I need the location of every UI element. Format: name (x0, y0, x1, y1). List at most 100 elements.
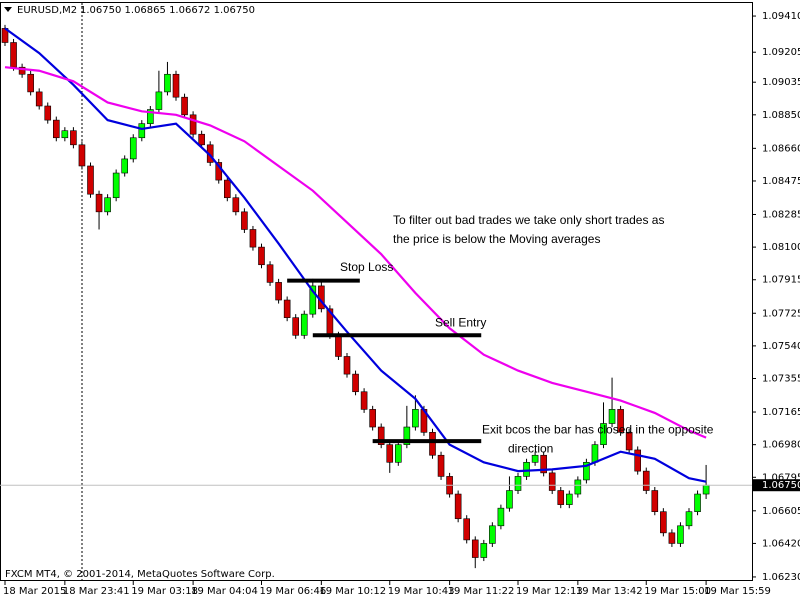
candle-body (480, 543, 488, 558)
y-tick-label: 1.08285 (762, 209, 800, 220)
y-tick-label: 1.06795 (762, 472, 800, 483)
candle-body (18, 66, 26, 75)
current-price-label: 1.06750 (762, 480, 800, 491)
candle-body (600, 423, 607, 445)
candle-body (574, 479, 582, 495)
candle-body (266, 264, 274, 283)
candle-body (147, 109, 154, 124)
x-tick-label: 19 Mar 10:12 (319, 586, 386, 597)
candle-body (95, 193, 103, 213)
candle-body (412, 409, 419, 428)
x-tick-label: 19 Mar 04:04 (191, 586, 258, 597)
x-tick-label: 19 Mar 11:22 (448, 586, 515, 597)
y-tick-label: 1.06230 (762, 572, 800, 583)
candle-body (275, 282, 282, 301)
candle-body (531, 454, 539, 463)
y-tick-label: 1.09410 (762, 11, 800, 22)
candle-body (155, 91, 163, 110)
candle-body (677, 525, 684, 544)
candle-body (189, 114, 197, 135)
candle-body (668, 532, 676, 544)
moving-average (4, 66, 707, 439)
candle-body (377, 426, 385, 445)
candle-body (702, 484, 710, 495)
candle-body (386, 444, 394, 463)
candle-body (583, 461, 590, 481)
y-tick-label: 1.09035 (762, 77, 800, 88)
candle-body (369, 409, 376, 428)
candle-body (343, 356, 351, 375)
ohlc: 1.06750 1.06865 1.06672 1.06750 (80, 5, 255, 16)
candle-body (625, 432, 633, 451)
x-tick-label: 19 Mar 06:46 (260, 586, 327, 597)
symbol: EURUSD,M2 (17, 5, 77, 16)
y-tick-label: 1.08100 (762, 242, 800, 253)
candle-body (292, 317, 300, 336)
candle-body (241, 211, 248, 230)
candle-body (224, 179, 231, 199)
current-price-box (753, 479, 800, 492)
candle-body (497, 507, 505, 527)
candle-body (523, 461, 530, 477)
candle-body (181, 96, 188, 116)
candle-body (249, 229, 257, 248)
candle-body (634, 449, 642, 472)
level-label: Stop Loss (340, 260, 393, 274)
x-tick-label: 19 Mar 10:43 (388, 586, 455, 597)
x-tick-label: 18 Mar 23:41 (63, 586, 130, 597)
candle-body (429, 432, 436, 456)
x-tick-label: 19 Mar 15:00 (644, 586, 711, 597)
y-tick-label: 1.07725 (762, 308, 800, 319)
menu-arrow[interactable] (4, 7, 12, 12)
plot-frame (0, 2, 753, 581)
candle-body (617, 409, 624, 433)
plot: Stop Loss Sell Entry Exit bcos the bar has… (1, 24, 714, 569)
x-tick-label: 19 Mar 13:42 (576, 586, 643, 597)
level-label: Sell Entry (435, 315, 486, 329)
candle-body (394, 444, 402, 463)
level-label: direction (508, 441, 553, 455)
candle-body (403, 426, 411, 445)
x-tick-label: 19 Mar 15:59 (704, 586, 771, 597)
candle-body (565, 493, 573, 505)
candle-body (660, 511, 667, 534)
candle-body (44, 105, 52, 121)
candle-body (52, 119, 60, 139)
candle-body (437, 454, 445, 477)
x-tick-label: 18 Mar 2015 (3, 586, 66, 597)
candle-body (557, 490, 565, 505)
x-tick-label: 19 Mar 12:13 (516, 586, 583, 597)
y-tick-label: 1.06420 (762, 538, 800, 549)
candle-body (514, 476, 522, 491)
candle-body (335, 335, 342, 357)
candle-body (489, 525, 496, 544)
candle-body (309, 285, 317, 315)
candle-body (10, 42, 17, 68)
y-tick-label: 1.06605 (762, 506, 800, 517)
candle-body (78, 144, 86, 167)
candle-body (651, 490, 659, 512)
candle-body (454, 493, 462, 520)
candle-body (352, 373, 359, 393)
y-tick-label: 1.07355 (762, 374, 800, 385)
candle-body (172, 73, 180, 98)
note: To filter out bad trades we take only sh… (393, 213, 664, 227)
candle-body (685, 511, 693, 527)
candle-body (471, 539, 479, 558)
moving-average (4, 27, 707, 483)
candle-body (70, 130, 77, 146)
candle-body (463, 518, 471, 541)
candle-body (591, 444, 599, 463)
candle-body (112, 172, 120, 199)
candle-body (164, 73, 171, 93)
candle-body (258, 246, 265, 266)
y-tick-label: 1.09205 (762, 47, 800, 58)
candle-body (129, 137, 137, 160)
candle-body (198, 133, 205, 146)
candle-body (283, 299, 291, 318)
footer: FXCM MT4, © 2001-2014, MetaQuotes Softwa… (5, 569, 275, 580)
candle-body (300, 313, 308, 336)
